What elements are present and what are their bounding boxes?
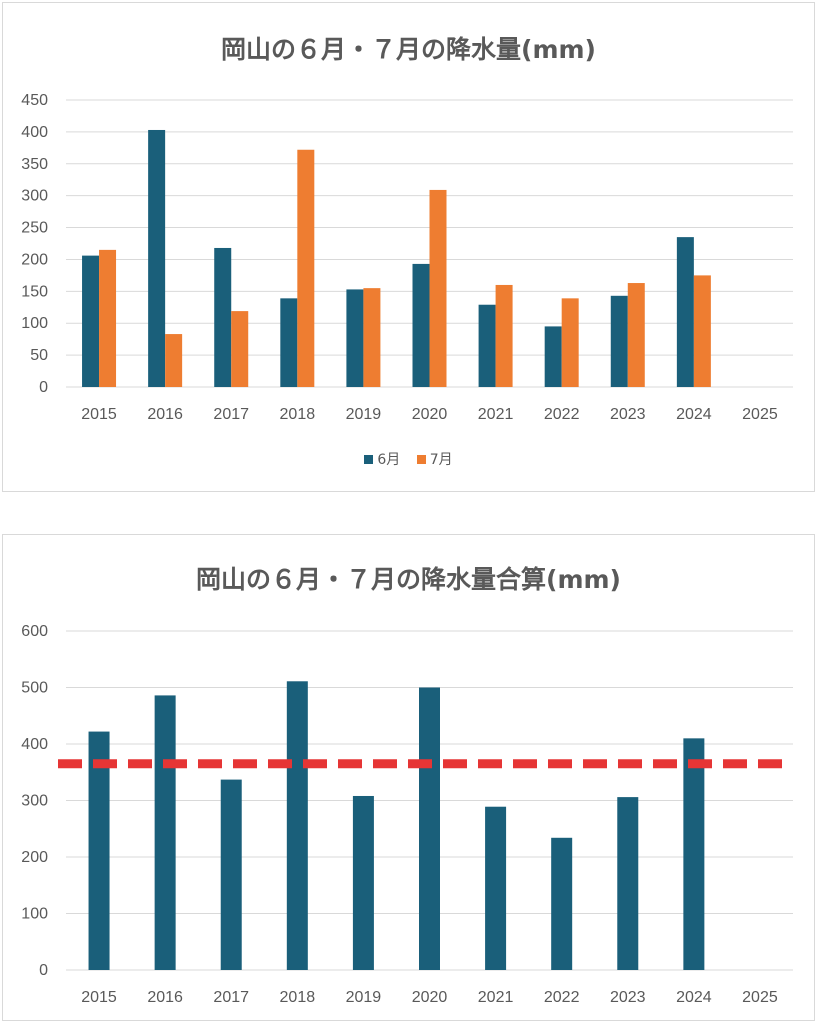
chart-title: 岡山の６月・７月の降水量合算(mm) [196, 565, 621, 594]
y-tick-label: 100 [21, 315, 48, 332]
x-tick-label: 2019 [346, 406, 382, 423]
bar-2023-series-0 [617, 797, 639, 970]
y-tick-label: 450 [21, 92, 48, 109]
y-tick-label: 300 [21, 793, 48, 810]
bar-2019-series-0 [352, 795, 374, 970]
y-tick-label: 350 [21, 156, 48, 173]
bar-2020-series-0 [412, 263, 430, 387]
x-tick-label: 2015 [81, 406, 117, 423]
bar-2020-series-1 [429, 189, 447, 387]
x-tick-label: 2023 [610, 989, 646, 1006]
bar-2022-series-1 [561, 298, 579, 387]
chart-title: 岡山の６月・７月の降水量(mm) [221, 35, 596, 64]
x-tick-label: 2018 [280, 989, 316, 1006]
legend-label-july: 7月 [429, 452, 453, 468]
bar-2022-series-0 [551, 837, 573, 970]
bar-2020-series-0 [419, 687, 440, 970]
y-tick-label: 600 [21, 623, 48, 640]
y-tick-label: 500 [21, 680, 48, 697]
chart-panel-monthly: 岡山の６月・７月の降水量(mm) 0 50 100 150 200 250 300 350 40… [2, 2, 815, 492]
bar-2017-series-0 [220, 779, 242, 970]
x-tick-label: 2020 [412, 989, 448, 1006]
x-tick-label: 2021 [478, 406, 514, 423]
bar-2024-series-0 [683, 738, 705, 970]
bar-2018-series-1 [297, 149, 315, 387]
bar-2016-series-0 [154, 695, 176, 970]
chart-panel-total: 岡山の６月・７月の降水量合算(mm) 0 100 200 300 400 500 600 20… [2, 534, 815, 1021]
legend-item-june: 6月 [364, 449, 400, 469]
y-tick-label: 400 [21, 124, 48, 141]
bar-2016-series-0 [148, 129, 166, 387]
x-tick-label: 2020 [412, 406, 448, 423]
y-tick-label: 150 [21, 283, 48, 300]
x-tick-label: 2023 [610, 406, 646, 423]
bar-2023-series-0 [610, 295, 628, 387]
x-tick-label: 2024 [676, 406, 712, 423]
x-tick-label: 2024 [676, 989, 712, 1006]
bar-2015-series-1 [99, 249, 117, 387]
bar-2022-series-0 [544, 326, 562, 387]
x-tick-label: 2016 [147, 989, 183, 1006]
bar-2015-series-0 [88, 731, 110, 970]
bar-2024-series-0 [676, 237, 694, 387]
legend-swatch-june [364, 455, 374, 464]
bar-2019-series-0 [346, 289, 364, 387]
y-tick-label: 100 [21, 906, 48, 923]
y-tick-label: 0 [39, 962, 48, 979]
x-tick-label: 2025 [742, 406, 778, 423]
bar-2021-series-1 [495, 284, 513, 387]
total-bar-chart: 0 100 200 300 400 500 600 2015 2016 2017 2018 2019 2… [21, 623, 793, 1006]
y-tick-label: 300 [21, 188, 48, 205]
bar-2019-series-1 [363, 288, 381, 387]
y-tick-label: 200 [21, 849, 48, 866]
legend: 6月 7月 [3, 449, 814, 469]
y-tick-label: 0 [39, 379, 48, 396]
y-tick-label: 400 [21, 736, 48, 753]
bar-2018-series-0 [280, 298, 298, 387]
x-tick-label: 2022 [544, 406, 580, 423]
legend-item-july: 7月 [416, 449, 453, 469]
bar-2015-series-0 [82, 255, 100, 387]
bar-2017-series-1 [231, 311, 249, 387]
x-tick-label: 2017 [213, 989, 249, 1006]
bar-2016-series-1 [165, 334, 183, 387]
bar-2018-series-0 [286, 681, 308, 970]
y-tick-label: 250 [21, 220, 48, 237]
x-tick-label: 2015 [81, 989, 117, 1006]
x-tick-label: 2018 [280, 406, 316, 423]
x-tick-label: 2017 [213, 406, 249, 423]
x-tick-label: 2019 [346, 989, 382, 1006]
y-tick-label: 50 [30, 347, 48, 364]
x-tick-label: 2025 [742, 989, 778, 1006]
bar-2021-series-0 [478, 304, 496, 387]
bar-2024-series-1 [693, 275, 711, 387]
legend-label-june: 6月 [377, 452, 401, 468]
y-tick-label: 200 [21, 251, 48, 268]
x-tick-label: 2022 [544, 989, 580, 1006]
bar-2017-series-0 [214, 247, 232, 387]
x-tick-label: 2016 [147, 406, 183, 423]
bar-2021-series-0 [485, 806, 507, 970]
legend-swatch-july [416, 455, 426, 464]
x-tick-label: 2021 [478, 989, 514, 1006]
monthly-bar-chart: 0 50 100 150 200 250 300 350 400 450 2015 2016 2017 2… [21, 92, 793, 423]
bar-2023-series-1 [627, 283, 645, 387]
